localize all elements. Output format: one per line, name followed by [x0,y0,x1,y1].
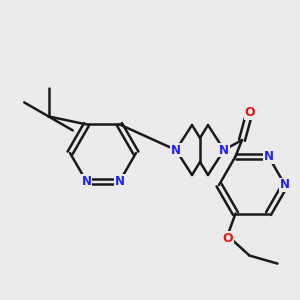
Text: N: N [263,150,274,163]
Text: N: N [115,175,124,188]
Text: N: N [171,143,181,157]
Text: N: N [219,143,229,157]
Text: N: N [82,175,92,188]
Text: N: N [280,178,290,191]
Text: O: O [245,106,255,119]
Text: O: O [222,232,233,245]
